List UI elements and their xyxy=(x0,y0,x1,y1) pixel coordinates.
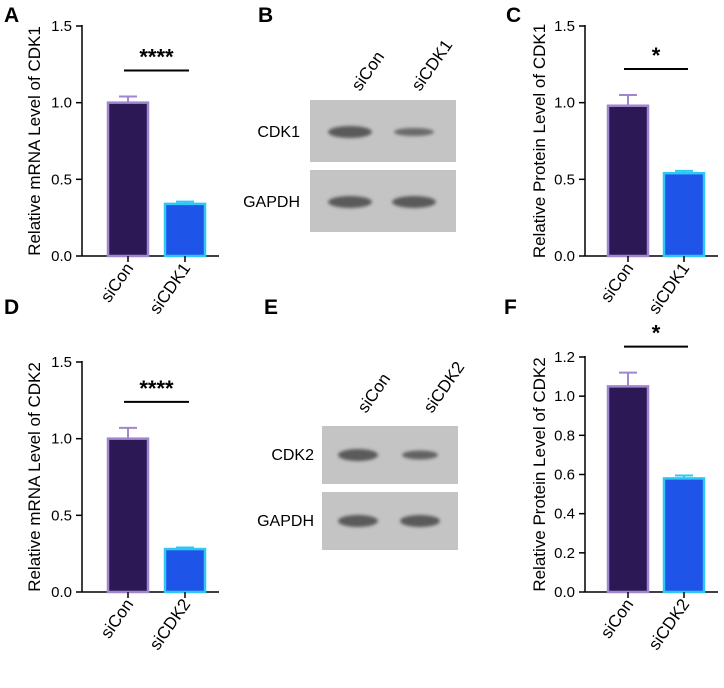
y-axis-title: Relative Protein Level of CDK1 xyxy=(530,24,549,258)
y-tick-label: 1.5 xyxy=(554,18,575,35)
panel-letter-e: E xyxy=(264,296,278,319)
y-tick-label: 1.5 xyxy=(51,18,72,35)
blot-lane-label: siCDK2 xyxy=(420,358,469,416)
significance-marker: **** xyxy=(139,376,174,401)
x-tick-label: siCon xyxy=(97,259,137,306)
x-tick-label: siCon xyxy=(97,595,137,642)
bar-sicdk2 xyxy=(662,477,706,594)
y-tick-label: 0.5 xyxy=(51,171,72,188)
x-tick-label: siCDK2 xyxy=(146,595,195,653)
western-blot-b: siCon siCDK1 CDK1 GAPDH xyxy=(243,36,456,232)
blot-row-label: CDK1 xyxy=(257,124,300,141)
y-axis-title: Relative mRNA Level of CDK1 xyxy=(25,26,44,256)
y-tick-label: 1.0 xyxy=(554,388,575,405)
x-tick-label: siCDK1 xyxy=(146,259,195,317)
bar-sicon xyxy=(606,385,650,594)
bar-sicdk1 xyxy=(662,171,706,258)
significance-marker: * xyxy=(652,43,661,68)
blot-row-label: CDK2 xyxy=(271,447,314,464)
blot-lane-label: siCon xyxy=(354,370,394,417)
chart-panel-c: 0.0 0.5 1.0 1.5 siCon siCDK1 * Relative Protein… xyxy=(530,18,718,317)
blot-band xyxy=(338,449,378,461)
blot-band xyxy=(338,515,378,527)
y-tick-label: 1.0 xyxy=(554,95,575,112)
panel-letter-c: C xyxy=(506,4,521,27)
blot-band xyxy=(402,450,438,460)
blot-row-label: GAPDH xyxy=(243,194,300,211)
y-tick-label: 0.0 xyxy=(51,584,72,601)
blot-band xyxy=(328,126,372,138)
y-tick-label: 0.5 xyxy=(51,507,72,524)
y-tick-label: 1.5 xyxy=(51,354,72,371)
y-tick-label: 0.8 xyxy=(554,427,575,444)
y-tick-label: 0.2 xyxy=(554,545,575,562)
chart-panel-a: 0.0 0.5 1.0 1.5 siCon siCDK1 **** Relative mRNA… xyxy=(25,18,219,317)
blot-lane-label: siCon xyxy=(348,48,388,95)
panel-letter-f: F xyxy=(504,296,517,319)
chart-panel-f: 0.0 0.2 0.4 0.6 0.8 1.0 1.2 siCon siCDK2 * Relativ… xyxy=(530,321,718,653)
y-tick-label: 0.0 xyxy=(554,248,575,265)
y-tick-label: 0.5 xyxy=(554,171,575,188)
y-tick-label: 0.4 xyxy=(554,506,575,523)
blot-band xyxy=(400,515,440,527)
western-blot-e: siCon siCDK2 CDK2 GAPDH xyxy=(257,358,468,550)
bar-sicon xyxy=(106,437,150,594)
y-tick-label: 1.2 xyxy=(554,349,575,366)
x-tick-label: siCon xyxy=(597,595,637,642)
y-tick-label: 1.0 xyxy=(51,95,72,112)
y-tick-label: 0.6 xyxy=(554,467,575,484)
panel-letter-b: B xyxy=(258,4,273,27)
x-tick-label: siCDK2 xyxy=(645,595,694,653)
blot-lane-label: siCDK1 xyxy=(408,36,457,94)
y-tick-label: 0.0 xyxy=(554,584,575,601)
blot-band xyxy=(394,128,434,136)
x-tick-label: siCDK1 xyxy=(645,259,694,317)
y-tick-label: 0.0 xyxy=(51,248,72,265)
panel-letter-d: D xyxy=(4,296,19,319)
significance-marker: **** xyxy=(139,45,174,70)
bar-sicon xyxy=(106,101,150,258)
blot-row-label: GAPDH xyxy=(257,513,314,530)
x-tick-label: siCon xyxy=(597,259,637,306)
bar-sicon xyxy=(606,104,650,258)
y-tick-label: 1.0 xyxy=(51,431,72,448)
bar-sicdk1 xyxy=(163,202,207,258)
significance-marker: * xyxy=(652,321,661,346)
blot-band xyxy=(328,196,372,208)
y-axis-title: Relative mRNA Level of CDK2 xyxy=(25,362,44,592)
chart-panel-d: 0.0 0.5 1.0 1.5 siCon siCDK2 **** Relative mRNA… xyxy=(25,354,219,653)
panel-letter-a: A xyxy=(4,4,19,27)
bar-sicdk2 xyxy=(163,547,207,594)
y-axis-title: Relative Protein Level of CDK2 xyxy=(530,357,549,591)
blot-band xyxy=(392,196,436,208)
